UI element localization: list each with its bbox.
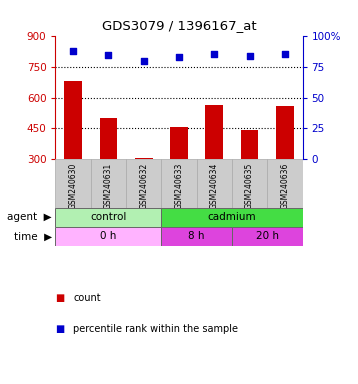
Text: cadmium: cadmium [208, 212, 256, 222]
Text: percentile rank within the sample: percentile rank within the sample [73, 324, 238, 334]
Text: GSM240631: GSM240631 [104, 163, 113, 209]
Text: GSM240633: GSM240633 [174, 163, 184, 209]
Bar [55, 159, 91, 208]
Text: GSM240636: GSM240636 [280, 163, 289, 209]
Bar [161, 208, 303, 227]
Text: control: control [90, 212, 127, 222]
Bar [170, 127, 188, 159]
Point [212, 51, 217, 57]
Text: time  ▶: time ▶ [14, 231, 52, 241]
Bar [241, 130, 258, 159]
Point [141, 58, 146, 64]
Bar [276, 106, 294, 159]
Bar [161, 227, 232, 246]
Text: ■: ■ [55, 293, 65, 303]
Text: agent  ▶: agent ▶ [7, 212, 52, 222]
Point [106, 52, 111, 58]
Bar [55, 227, 161, 246]
Text: GSM240630: GSM240630 [69, 163, 78, 209]
Text: count: count [73, 293, 101, 303]
Text: GDS3079 / 1396167_at: GDS3079 / 1396167_at [102, 19, 256, 32]
Bar [161, 159, 197, 208]
Text: GSM240635: GSM240635 [245, 163, 254, 209]
Text: GSM240634: GSM240634 [210, 163, 219, 209]
Text: GSM240632: GSM240632 [139, 163, 148, 209]
Text: ■: ■ [55, 324, 65, 334]
Text: 8 h: 8 h [188, 231, 205, 241]
Point [70, 48, 76, 54]
Bar [267, 159, 303, 208]
Point [176, 54, 182, 60]
Bar [135, 157, 153, 159]
Bar [126, 159, 161, 208]
Bar [197, 159, 232, 208]
Bar [205, 105, 223, 159]
Text: 20 h: 20 h [256, 231, 279, 241]
Point [247, 53, 252, 59]
Point [282, 51, 288, 57]
Bar [100, 118, 117, 159]
Bar [232, 159, 267, 208]
Bar [232, 227, 303, 246]
Bar [91, 159, 126, 208]
Bar [64, 81, 82, 159]
Bar [55, 208, 161, 227]
Text: 0 h: 0 h [100, 231, 117, 241]
